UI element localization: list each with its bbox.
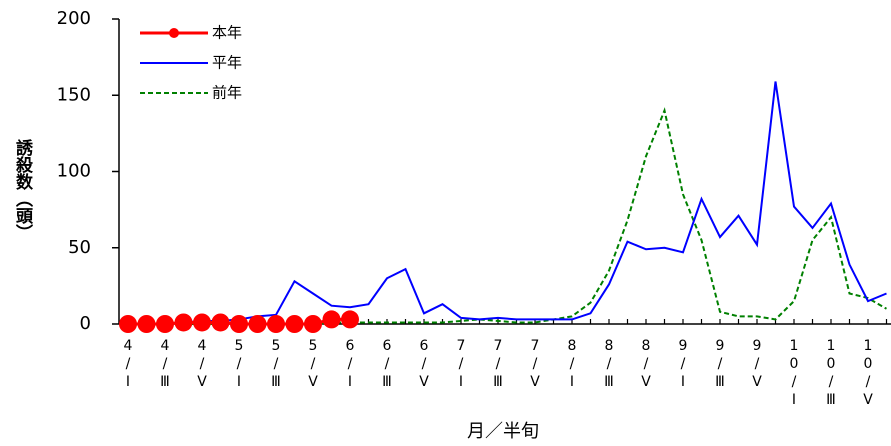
x-tick-label: 7/Ⅰ [453, 338, 469, 392]
series-line [128, 81, 887, 325]
point [119, 315, 137, 333]
legend-label: 本年 [212, 24, 242, 42]
point [285, 315, 304, 333]
x-tick-label: 6/Ⅰ [342, 338, 358, 392]
legend-marker [169, 28, 179, 38]
x-axis-label: 月／半旬 [467, 421, 539, 442]
point [193, 313, 211, 332]
x-tick-label: 10/Ⅰ [786, 338, 802, 410]
y-tick-label: 200 [57, 8, 91, 29]
x-tick-label: 4/Ⅰ [120, 338, 136, 392]
y-tick-label: 150 [57, 84, 91, 105]
point [156, 315, 174, 333]
x-tick-label: 8/Ⅲ [601, 338, 617, 392]
point [248, 315, 267, 333]
x-tick-label: 7/Ⅲ [490, 338, 506, 392]
x-tick-label: 6/Ⅴ [416, 338, 432, 392]
point [304, 315, 322, 333]
point [137, 315, 156, 333]
x-tick-label: 8/Ⅴ [638, 338, 654, 392]
legend-label: 平年 [212, 54, 242, 72]
y-tick-label: 0 [80, 313, 91, 334]
y-tick-label: 50 [68, 237, 91, 258]
x-tick-label: 7/Ⅴ [527, 338, 543, 392]
point [322, 310, 341, 329]
y-axis-label: 誘殺数（頭） [12, 138, 34, 241]
point [341, 310, 359, 329]
y-tick-label: 100 [57, 161, 91, 182]
point [267, 315, 285, 333]
x-tick-label: 10/Ⅲ [823, 338, 839, 410]
x-tick-label: 9/Ⅴ [749, 338, 765, 392]
x-tick-label: 5/Ⅲ [268, 338, 284, 392]
point [174, 313, 193, 332]
point [211, 313, 230, 332]
x-tick-label: 9/Ⅰ [675, 338, 691, 392]
x-tick-label: 6/Ⅲ [379, 338, 395, 392]
series-line [128, 107, 887, 325]
x-tick-label: 4/Ⅴ [194, 338, 210, 392]
point [230, 315, 248, 333]
x-tick-label: 4/Ⅲ [157, 338, 173, 392]
x-tick-label: 9/Ⅲ [712, 338, 728, 392]
legend-label: 前年 [212, 84, 242, 102]
x-tick-label: 5/Ⅴ [305, 338, 321, 392]
x-tick-label: 5/Ⅰ [231, 338, 247, 392]
x-tick-label: 8/Ⅰ [564, 338, 580, 392]
x-tick-label: 10/Ⅴ [860, 338, 876, 410]
